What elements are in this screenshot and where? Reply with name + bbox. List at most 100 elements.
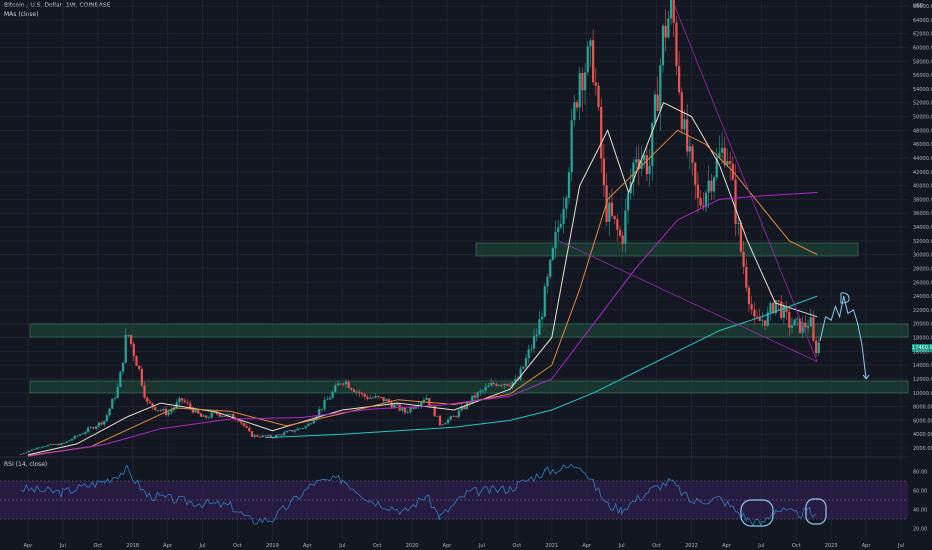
candle-body: [694, 162, 697, 185]
candle-body: [41, 446, 44, 448]
candle-body: [215, 412, 219, 415]
candle-body: [315, 416, 318, 421]
time-axis-label: Apr: [582, 543, 592, 549]
candle-body: [573, 102, 576, 121]
candle-body: [371, 397, 374, 399]
candle-body: [495, 384, 498, 386]
price-axis-label: 56000.00: [913, 73, 932, 79]
candle-body: [812, 317, 815, 341]
ma-line-teal: [265, 295, 818, 439]
candle-body: [363, 393, 366, 397]
candle-body: [777, 300, 780, 302]
candle-body: [683, 119, 686, 130]
candle-body: [245, 425, 248, 428]
time-axis-label: 2019: [266, 543, 279, 549]
price-axis-label: 34000.00: [913, 225, 932, 231]
candle-body: [409, 407, 412, 413]
candle-body: [766, 312, 769, 326]
time-axis-label: Jul: [59, 543, 66, 549]
candle-body: [387, 399, 391, 403]
candle-body: [127, 334, 130, 336]
candle-body: [132, 343, 135, 357]
candle-body: [618, 229, 622, 236]
price-axis-label: 22000.00: [913, 308, 932, 314]
ma-line-orange: [27, 129, 818, 457]
ma-line-white: [27, 102, 818, 456]
candle-body: [84, 432, 87, 434]
candle-body: [81, 433, 84, 435]
candle-body: [199, 413, 203, 417]
candle-body: [610, 202, 614, 216]
candle-body: [782, 305, 785, 319]
candle-body: [395, 404, 399, 406]
candle-body: [645, 155, 648, 174]
price-axis-label: 8000.00: [913, 405, 932, 411]
ma-indicator-label[interactable]: MAs (close): [4, 11, 39, 18]
candle-body: [691, 146, 694, 163]
candle-body: [143, 385, 146, 398]
candle-body: [361, 393, 364, 395]
price-axis-label: 62000.00: [913, 32, 932, 38]
candle-body: [159, 409, 162, 411]
time-axis-label: 2020: [406, 543, 419, 549]
projection-path: [819, 295, 867, 379]
candle-body: [237, 419, 240, 422]
candle-body: [575, 102, 579, 108]
candle-body: [455, 416, 458, 418]
candle-body: [750, 304, 753, 310]
price-axis-label: 54000.00: [913, 87, 932, 93]
candle-body: [532, 336, 536, 349]
candle-body: [366, 396, 369, 399]
candle-body: [479, 390, 482, 393]
candle-body: [167, 412, 170, 415]
price-axis-label: 12000.00: [913, 377, 932, 383]
price-axis-label: 50000.00: [913, 115, 932, 121]
candle-body: [557, 227, 560, 232]
candle-body: [718, 152, 721, 158]
candle-body: [175, 402, 178, 408]
candle-body: [535, 334, 538, 337]
candle-body: [181, 398, 184, 401]
candle-body: [438, 415, 442, 426]
candle-body: [275, 434, 278, 438]
currency-label: USD: [913, 3, 924, 9]
price-axis-label: 26000.00: [913, 280, 932, 286]
candle-body: [817, 342, 820, 354]
candle-body: [377, 396, 380, 397]
candle-body: [135, 356, 138, 366]
candle-body: [436, 415, 439, 417]
candle-body: [183, 400, 186, 403]
candle-body: [562, 208, 565, 224]
price-axis-label: 20000.00: [913, 322, 932, 328]
candle-body: [323, 399, 326, 410]
time-axis-label: Apr: [163, 543, 173, 549]
candle-body: [342, 383, 345, 385]
candle-body: [734, 179, 737, 224]
candle-body: [307, 423, 310, 427]
price-axis-label: 42000.00: [913, 170, 932, 176]
candle-body: [742, 251, 745, 268]
candle-body: [242, 423, 246, 426]
candle-body: [70, 438, 74, 441]
candle-body: [146, 397, 149, 402]
candle-body: [202, 415, 205, 417]
candle-body: [586, 46, 589, 73]
time-axis-label: 2023: [825, 543, 838, 549]
candle-body: [484, 386, 487, 391]
time-axis-label: Jul: [199, 543, 206, 549]
candle-body: [35, 447, 39, 450]
candle-body: [806, 326, 810, 328]
candle-body: [339, 383, 342, 385]
candle-body: [191, 407, 194, 413]
candle-body: [570, 120, 573, 173]
candle-body: [578, 72, 581, 108]
candle-body: [269, 435, 272, 438]
candle-body: [538, 319, 541, 335]
candle-body: [785, 305, 788, 313]
rsi-indicator-label[interactable]: RSI (14, close): [4, 461, 48, 468]
candle-body: [248, 427, 251, 432]
trendline-descending: [674, 5, 818, 362]
time-axis-label: 2021: [545, 543, 558, 549]
candle-body: [715, 157, 718, 178]
